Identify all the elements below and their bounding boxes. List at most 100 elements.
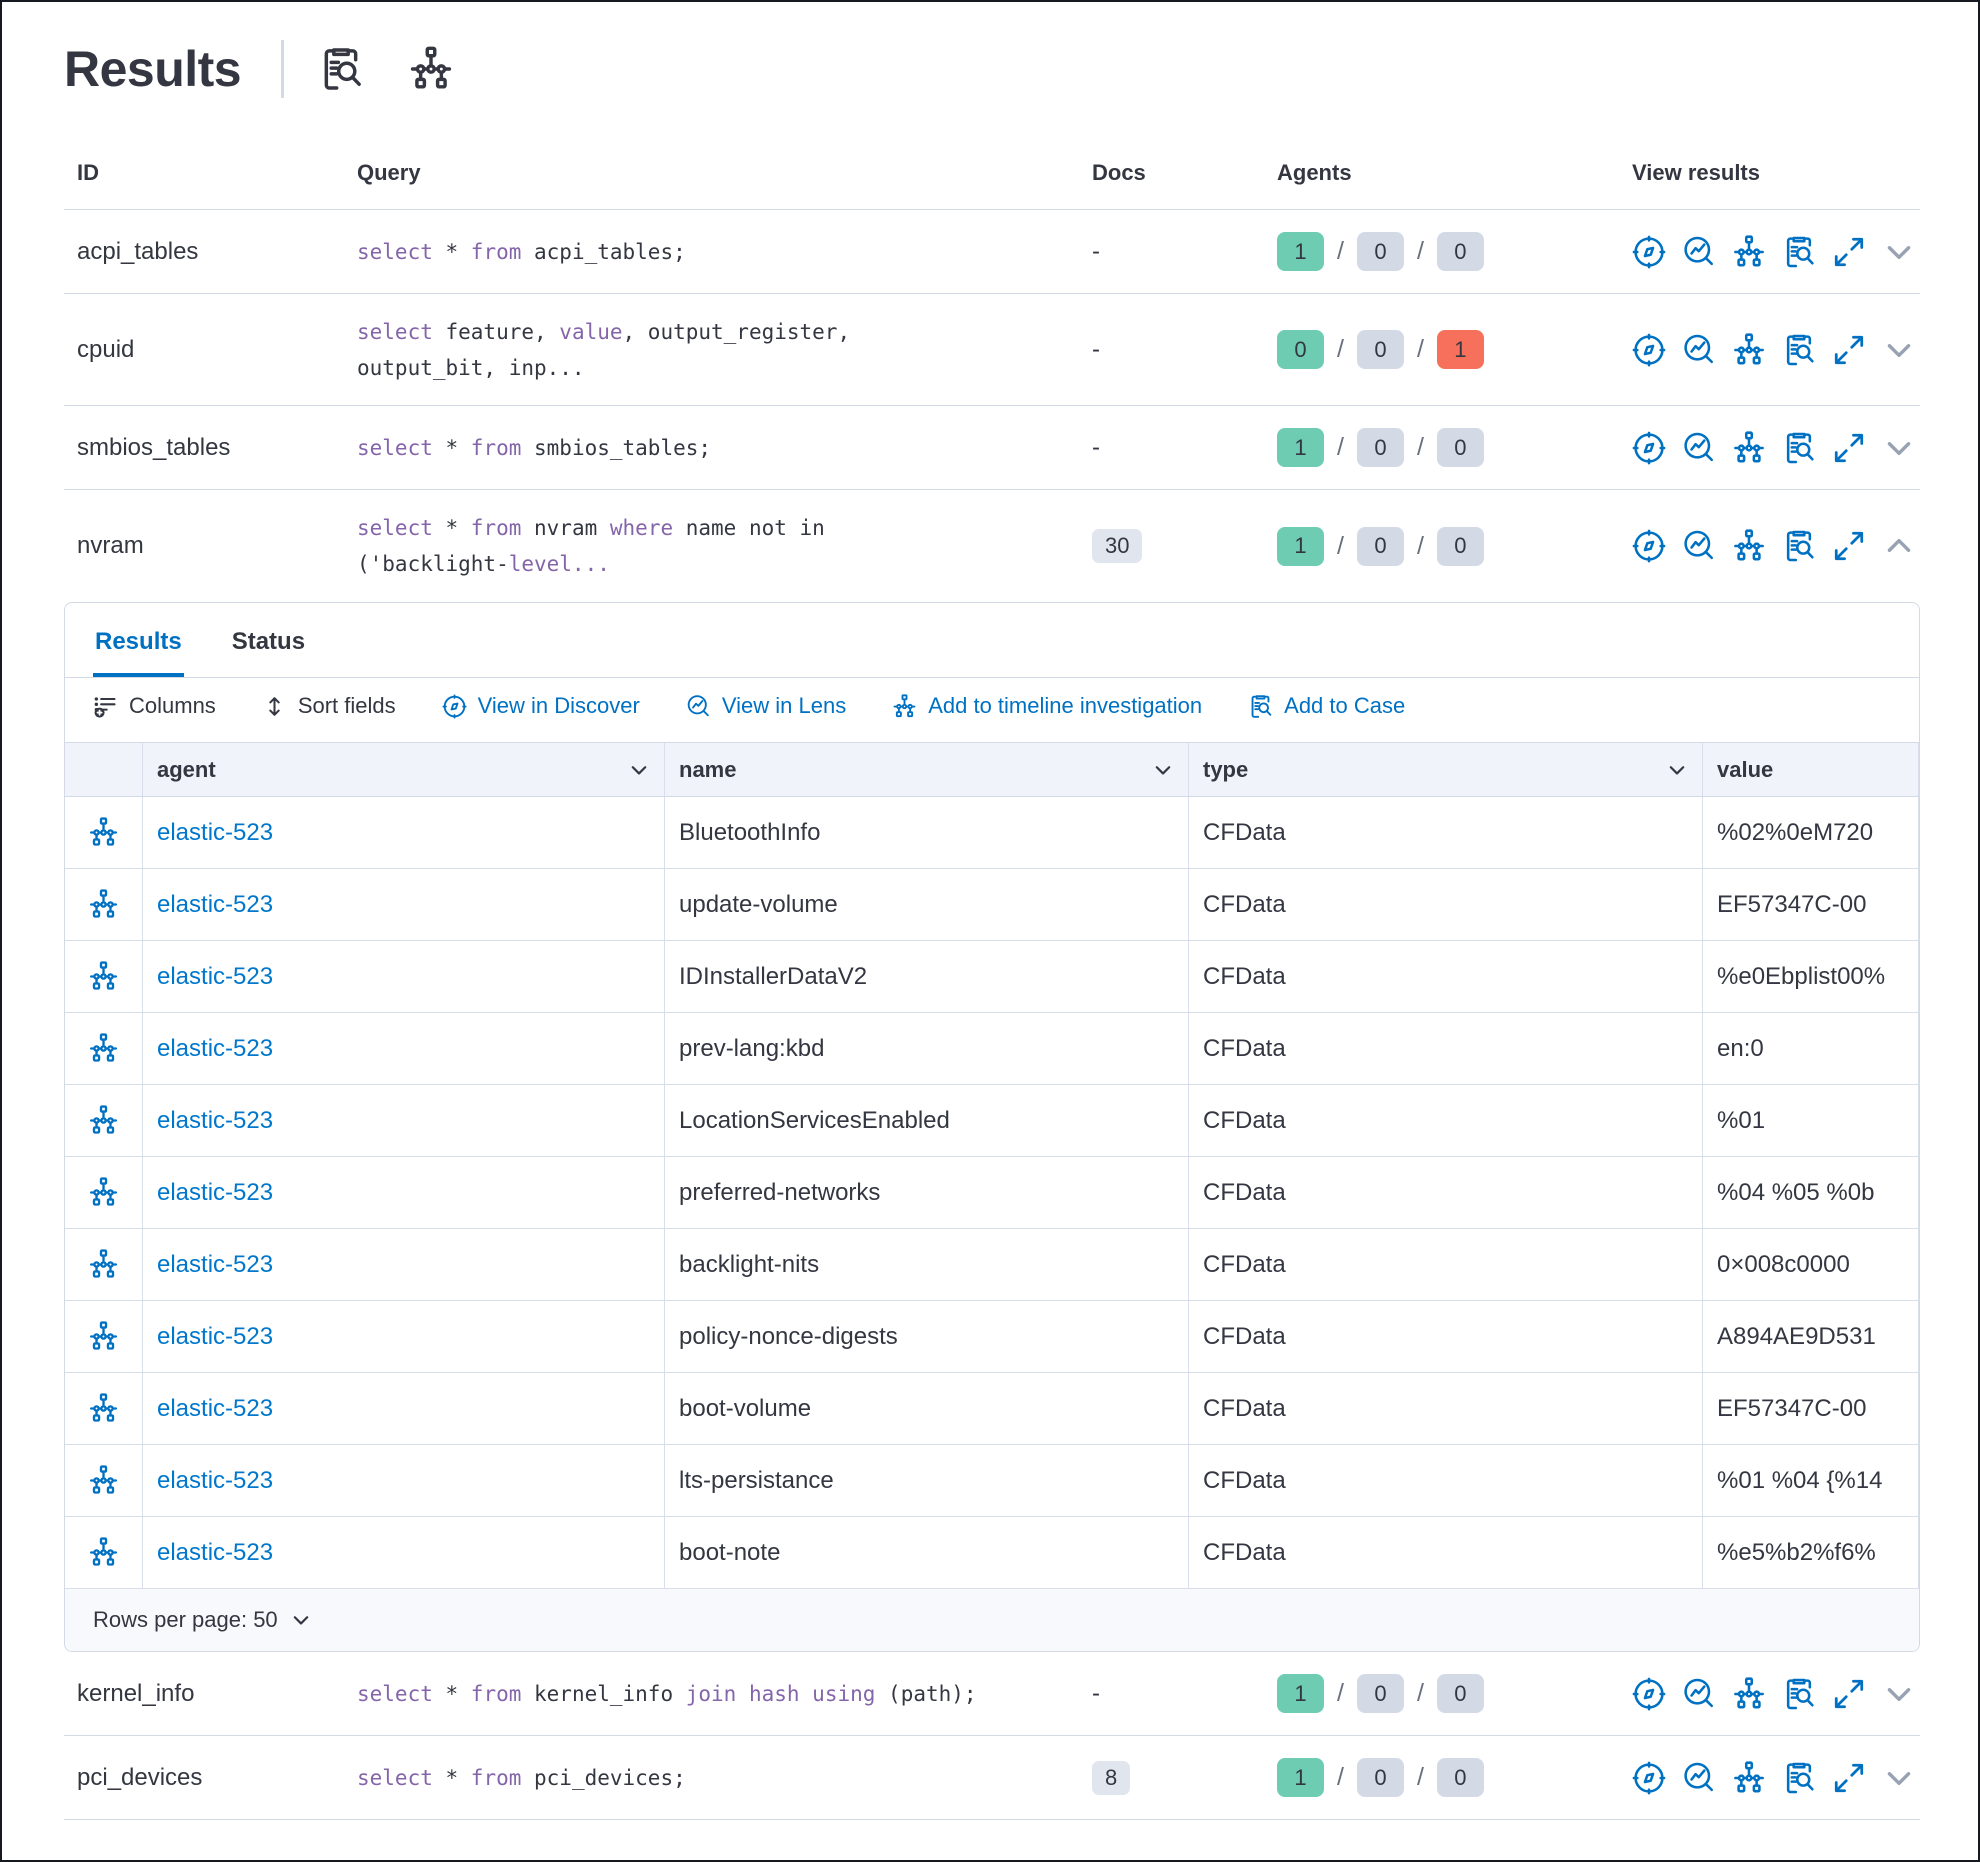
cell-name: preferred-networks (665, 1157, 1189, 1228)
discover-icon[interactable] (1632, 1677, 1666, 1711)
query-row: nvram select * from nvram where name not … (64, 490, 1920, 602)
expand-icon[interactable] (1832, 1761, 1866, 1795)
add-row-to-timeline-icon[interactable] (88, 1105, 119, 1136)
agent-link[interactable]: elastic-523 (157, 1106, 274, 1134)
lens-icon[interactable] (1682, 333, 1716, 367)
add-to-case-icon[interactable] (1782, 431, 1816, 465)
add-to-case-icon[interactable] (1782, 1761, 1816, 1795)
rows-per-page-control[interactable]: Rows per page: 50 (65, 1589, 1919, 1651)
grid-column-header-type[interactable]: type (1189, 743, 1703, 796)
expand-row-chevron-icon[interactable] (1882, 235, 1916, 269)
agent-link[interactable]: elastic-523 (157, 1322, 274, 1350)
discover-icon[interactable] (1632, 1761, 1666, 1795)
docs-cell: 30 (1092, 529, 1277, 563)
lens-icon[interactable] (1682, 431, 1716, 465)
agent-link[interactable]: elastic-523 (157, 962, 274, 990)
expand-icon[interactable] (1832, 431, 1866, 465)
agent-link[interactable]: elastic-523 (157, 818, 274, 846)
expand-row-chevron-icon[interactable] (1882, 1677, 1916, 1711)
collapse-row-chevron-icon[interactable] (1882, 529, 1916, 563)
toolbar-add-to-timeline-investigation[interactable]: Add to timeline investigation (892, 693, 1202, 719)
grid-column-header-agent[interactable]: agent (143, 743, 665, 796)
cell-type: CFData (1189, 1013, 1703, 1084)
view-results-cell (1632, 234, 1920, 269)
agent-link[interactable]: elastic-523 (157, 1250, 274, 1278)
grid-data-row: elastic-523 update-volume CFData EF57347C-0… (65, 869, 1919, 941)
lens-icon[interactable] (1682, 1677, 1716, 1711)
expand-icon[interactable] (1832, 235, 1866, 269)
toolbar-add-to-case[interactable]: Add to Case (1248, 693, 1405, 719)
lens-icon (686, 694, 711, 719)
add-to-case-icon[interactable] (1782, 235, 1816, 269)
add-row-to-timeline-icon[interactable] (88, 1321, 119, 1352)
page-title: Results (64, 41, 242, 97)
add-row-to-timeline-icon[interactable] (88, 1465, 119, 1496)
cell-name: BluetoothInfo (665, 797, 1189, 868)
agent-count-badge-green: 1 (1277, 428, 1324, 467)
add-row-to-timeline-icon[interactable] (88, 1393, 119, 1424)
agents-separator: / (1337, 1763, 1344, 1791)
expand-icon[interactable] (1832, 1677, 1866, 1711)
expanded-results-panel: Results Status Columns Sort fields View in D… (64, 602, 1920, 1652)
add-to-case-icon[interactable] (1782, 1677, 1816, 1711)
add-row-to-timeline-icon[interactable] (88, 1177, 119, 1208)
add-row-to-timeline-icon[interactable] (88, 889, 119, 920)
discover-icon[interactable] (1632, 333, 1666, 367)
lens-icon[interactable] (1682, 1761, 1716, 1795)
discover-icon[interactable] (1632, 529, 1666, 563)
column-options-chevron-icon[interactable] (628, 759, 650, 781)
agent-link[interactable]: elastic-523 (157, 1466, 274, 1494)
add-row-to-timeline-icon[interactable] (88, 961, 119, 992)
agent-link[interactable]: elastic-523 (157, 890, 274, 918)
cell-value: EF57347C-00 (1703, 869, 1919, 940)
sql-text: * (432, 1681, 471, 1706)
expand-row-chevron-icon[interactable] (1882, 333, 1916, 367)
add-to-case-icon[interactable] (1782, 529, 1816, 563)
agent-link[interactable]: elastic-523 (157, 1034, 274, 1062)
column-options-chevron-icon[interactable] (1152, 759, 1174, 781)
cell-value: A894AE9D531 (1703, 1301, 1919, 1372)
grid-column-header-name[interactable]: name (665, 743, 1189, 796)
toolbar-sort-fields[interactable]: Sort fields (262, 693, 396, 719)
agents-separator: / (1416, 237, 1424, 265)
tab-status[interactable]: Status (231, 628, 306, 655)
column-options-chevron-icon[interactable] (1666, 759, 1688, 781)
inspect-clipboard-icon[interactable] (318, 46, 364, 92)
cell-name: backlight-nits (665, 1229, 1189, 1300)
docs-cell: - (1092, 335, 1100, 363)
expand-icon[interactable] (1832, 333, 1866, 367)
timeline-icon[interactable] (408, 46, 454, 92)
lens-icon[interactable] (1682, 529, 1716, 563)
rows-per-page-chevron-icon[interactable] (290, 1609, 312, 1631)
timeline-icon[interactable] (1732, 1676, 1766, 1711)
timeline-icon[interactable] (1732, 430, 1766, 465)
expand-icon[interactable] (1832, 529, 1866, 563)
expand-row-chevron-icon[interactable] (1882, 1761, 1916, 1795)
agent-link[interactable]: elastic-523 (157, 1538, 274, 1566)
discover-icon[interactable] (1632, 431, 1666, 465)
results-table-header: ID Query Docs Agents View results (64, 136, 1920, 210)
add-row-to-timeline-icon[interactable] (88, 1537, 119, 1568)
timeline-icon[interactable] (1732, 332, 1766, 367)
lens-icon[interactable] (1682, 235, 1716, 269)
timeline-icon[interactable] (1732, 1760, 1766, 1795)
add-row-to-timeline-icon[interactable] (88, 817, 119, 848)
tab-results[interactable]: Results (93, 603, 184, 677)
toolbar-view-in-lens[interactable]: View in Lens (686, 693, 846, 719)
timeline-icon[interactable] (1732, 529, 1766, 563)
toolbar-view-in-discover[interactable]: View in Discover (442, 693, 640, 719)
timeline-icon[interactable] (1732, 234, 1766, 269)
row-actions-cell (65, 797, 143, 868)
toolbar-label: Add to timeline investigation (928, 693, 1203, 718)
add-row-to-timeline-icon[interactable] (88, 1033, 119, 1064)
add-row-to-timeline-icon[interactable] (88, 1249, 119, 1280)
toolbar-columns[interactable]: Columns (93, 693, 216, 719)
discover-icon[interactable] (1632, 235, 1666, 269)
agent-link[interactable]: elastic-523 (157, 1178, 274, 1206)
agent-count-badge-gray: 0 (1356, 1674, 1404, 1713)
grid-column-header-value[interactable]: value (1703, 743, 1919, 796)
expand-row-chevron-icon[interactable] (1882, 431, 1916, 465)
agent-link[interactable]: elastic-523 (157, 1394, 274, 1422)
sql-text: (path); (875, 1681, 977, 1706)
add-to-case-icon[interactable] (1782, 333, 1816, 367)
